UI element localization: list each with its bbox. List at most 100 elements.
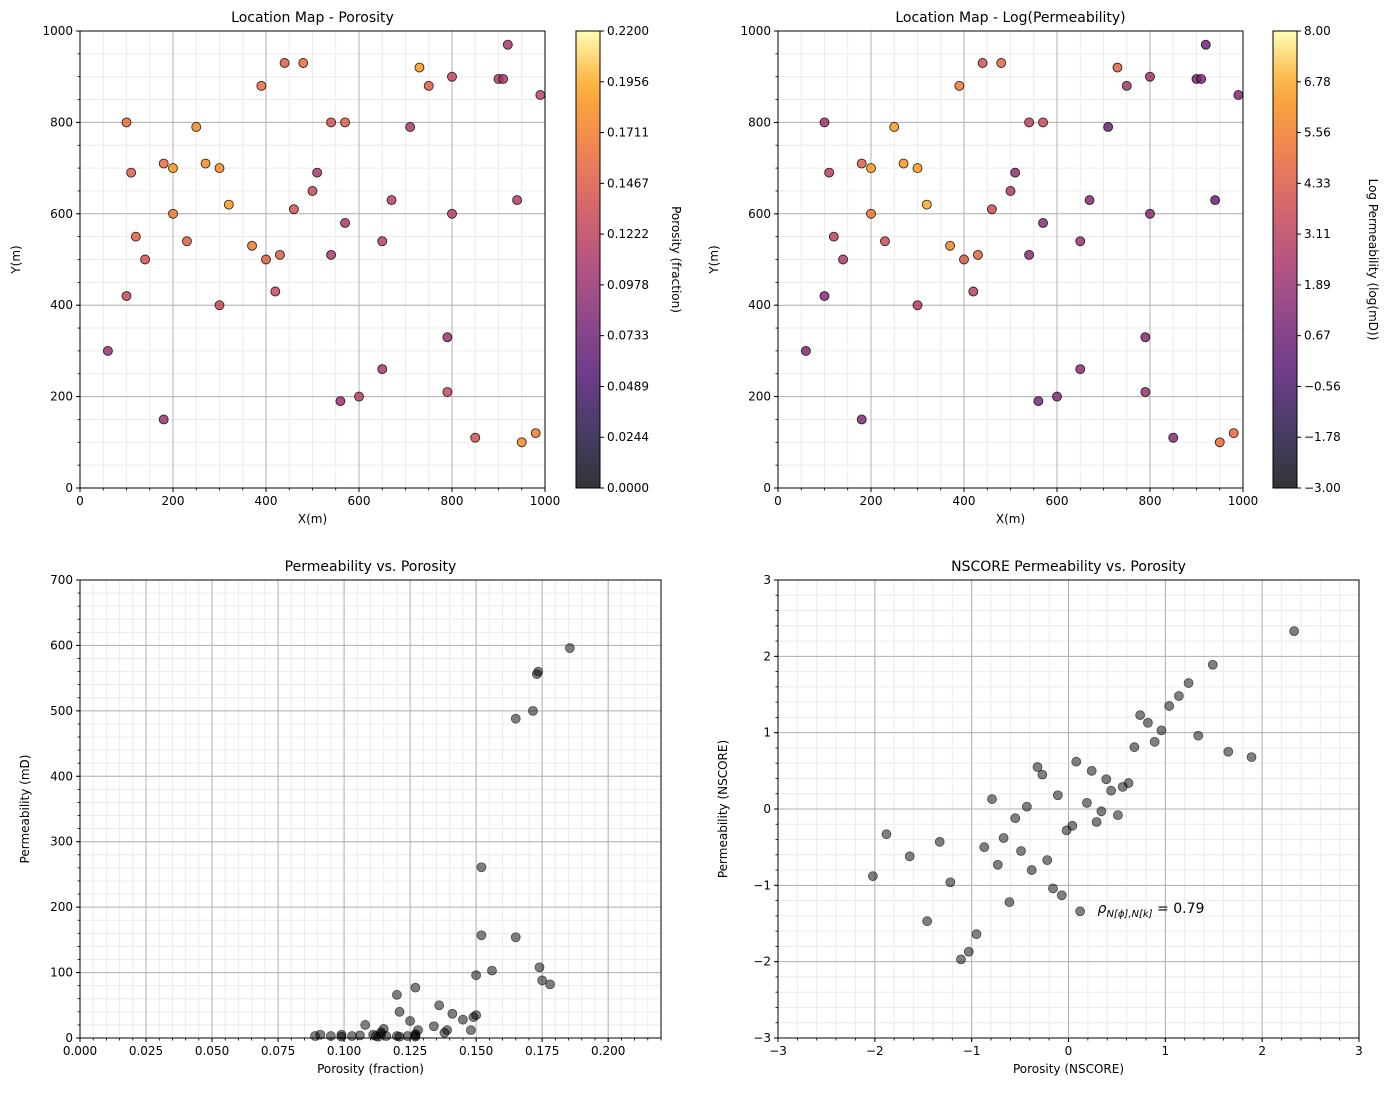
colorbar bbox=[575, 30, 601, 489]
data-point bbox=[392, 989, 402, 1000]
x-tick-label: 1000 bbox=[530, 494, 561, 508]
data-point bbox=[158, 158, 169, 169]
data-point bbox=[898, 158, 909, 169]
data-point bbox=[261, 254, 271, 265]
nscore-scatter: −3 −2 −1 0 1 2 3 −3 −2 −1 0 1 2 3 NSCORE Permeability … bbox=[716, 559, 1363, 1076]
data-point bbox=[247, 240, 258, 251]
data-point bbox=[394, 1006, 405, 1017]
data-point bbox=[471, 1010, 482, 1020]
y-tick-label: −3 bbox=[753, 1031, 771, 1045]
colorbar-tick-label: 0.0489 bbox=[607, 379, 649, 393]
data-point bbox=[1101, 774, 1112, 785]
data-point bbox=[959, 254, 969, 265]
data-point bbox=[1042, 855, 1053, 866]
data-point bbox=[904, 851, 915, 862]
colorbar-tick-label: 0.0244 bbox=[607, 430, 649, 444]
data-point bbox=[214, 300, 225, 311]
x-tick-label: 200 bbox=[162, 494, 185, 508]
data-point bbox=[979, 842, 990, 853]
data-point bbox=[867, 871, 878, 882]
data-point bbox=[545, 979, 555, 990]
data-point bbox=[1021, 801, 1032, 812]
x-tick-label: 2 bbox=[1258, 1044, 1266, 1058]
y-tick-label: 1 bbox=[763, 726, 771, 740]
y-tick-label: 500 bbox=[50, 704, 73, 718]
data-point bbox=[410, 1031, 421, 1042]
data-point bbox=[1061, 825, 1072, 836]
data-point bbox=[487, 965, 497, 976]
colorbar-tick-label: 0.67 bbox=[1304, 329, 1331, 343]
data-point bbox=[442, 387, 453, 397]
x-tick-label: 1 bbox=[1162, 1044, 1170, 1058]
data-point bbox=[336, 1031, 347, 1042]
data-point bbox=[1196, 74, 1207, 84]
data-point bbox=[223, 199, 234, 210]
x-tick-label: −1 bbox=[963, 1044, 981, 1058]
colorbar-tick-label: 6.78 bbox=[1304, 75, 1331, 89]
data-point bbox=[1156, 725, 1167, 736]
data-point bbox=[377, 364, 388, 375]
correlation-annotation: ρN[ϕ],N[k] = 0.79 bbox=[1098, 901, 1205, 920]
data-point bbox=[360, 1020, 371, 1030]
data-point bbox=[1075, 364, 1086, 375]
axes-frame bbox=[79, 579, 662, 1039]
data-point bbox=[564, 643, 575, 653]
annotation-symbol: ρ bbox=[1098, 901, 1107, 917]
data-point bbox=[312, 167, 323, 178]
colorbar-tick-label: −1.78 bbox=[1304, 430, 1341, 444]
data-point bbox=[1052, 391, 1062, 402]
data-point bbox=[465, 1025, 476, 1036]
y-tick-label: 600 bbox=[748, 207, 771, 221]
data-point bbox=[428, 1021, 439, 1032]
colorbar-tick-label: −0.56 bbox=[1304, 379, 1341, 393]
data-point bbox=[476, 862, 487, 873]
data-point bbox=[528, 705, 538, 716]
data-point bbox=[1016, 846, 1026, 856]
data-point bbox=[368, 1029, 379, 1040]
data-point bbox=[1048, 883, 1058, 894]
y-tick-label: 200 bbox=[748, 390, 771, 404]
data-point bbox=[354, 391, 364, 402]
data-point bbox=[498, 74, 509, 84]
data-point bbox=[516, 437, 527, 448]
y-tick-label: 1000 bbox=[740, 24, 771, 38]
data-point bbox=[315, 1029, 326, 1040]
data-point bbox=[824, 167, 835, 178]
data-point bbox=[510, 713, 521, 724]
data-point bbox=[1026, 865, 1037, 875]
data-point bbox=[1140, 387, 1151, 397]
x-axis-label: Porosity (fraction) bbox=[317, 1062, 424, 1076]
data-point bbox=[386, 195, 397, 206]
x-tick-label: 0 bbox=[1065, 1044, 1073, 1058]
data-point bbox=[535, 90, 546, 100]
data-point bbox=[414, 62, 425, 73]
x-tick-label: 0.100 bbox=[327, 1044, 361, 1058]
data-point bbox=[279, 58, 290, 68]
y-axis-label: Y(m) bbox=[9, 245, 23, 274]
data-point bbox=[510, 932, 521, 943]
data-point bbox=[405, 122, 416, 132]
data-point bbox=[1106, 785, 1117, 796]
porosity-location-map: 0 200 400 600 800 1000 0 200 400 600 800 1000 Locati… bbox=[9, 10, 683, 526]
data-point bbox=[1233, 90, 1244, 100]
data-point bbox=[126, 167, 137, 178]
data-point bbox=[968, 286, 979, 297]
data-point bbox=[434, 1000, 445, 1011]
y-axis-label: Y(m) bbox=[707, 245, 721, 274]
data-point bbox=[956, 954, 966, 965]
data-point bbox=[458, 1014, 468, 1025]
y-tick-label: 800 bbox=[50, 115, 73, 129]
data-point bbox=[1173, 691, 1184, 701]
colorbar-tick-label: −3.00 bbox=[1304, 481, 1341, 495]
data-point bbox=[1032, 762, 1043, 772]
data-point bbox=[476, 930, 487, 941]
y-axis-label: Permeability (NSCORE) bbox=[716, 740, 730, 878]
x-tick-label: 0.050 bbox=[195, 1044, 229, 1058]
data-point bbox=[973, 249, 983, 260]
data-point bbox=[377, 236, 388, 247]
data-point bbox=[1135, 710, 1146, 721]
colorbar-tick-label: 0.0733 bbox=[607, 329, 649, 343]
data-point bbox=[1038, 217, 1049, 228]
y-tick-label: 800 bbox=[748, 115, 771, 129]
